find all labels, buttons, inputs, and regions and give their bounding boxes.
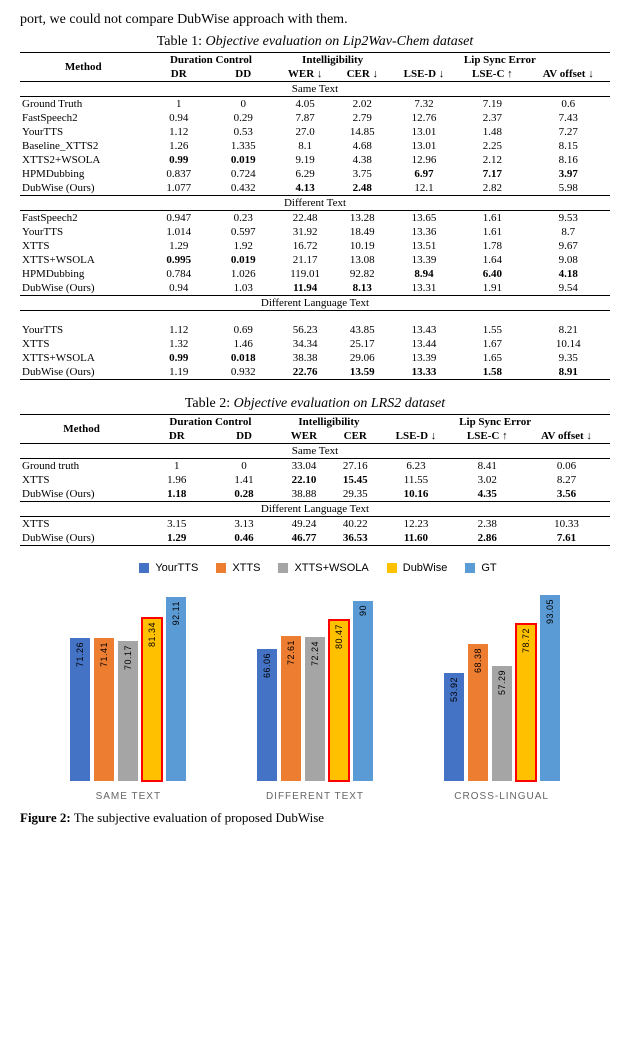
table1-caption: Table 1: Objective evaluation on Lip2Wav… [20,34,610,50]
chart-bars: 71.2671.4170.1781.3492.11SAME TEXT66.067… [35,582,595,802]
table2-caption-text: Objective evaluation on LRS2 dataset [234,396,446,411]
bar-chart: YourTTSXTTSXTTS+WSOLADubWiseGT 71.2671.4… [35,562,595,802]
figure2-caption: Figure 2: The subjective evaluation of p… [20,810,610,826]
partial-text: port, we could not compare DubWise appro… [20,12,610,28]
table2-caption: Table 2: Objective evaluation on LRS2 da… [20,396,610,412]
chart-legend: YourTTSXTTSXTTS+WSOLADubWiseGT [35,562,595,576]
table1-caption-label: Table 1: [157,34,202,49]
table1-caption-text: Objective evaluation on Lip2Wav-Chem dat… [206,34,474,49]
table2: MethodDuration ControlIntelligibilityLip… [20,414,610,546]
table1: MethodDuration ControlIntelligibilityLip… [20,52,610,380]
table2-caption-label: Table 2: [185,396,230,411]
